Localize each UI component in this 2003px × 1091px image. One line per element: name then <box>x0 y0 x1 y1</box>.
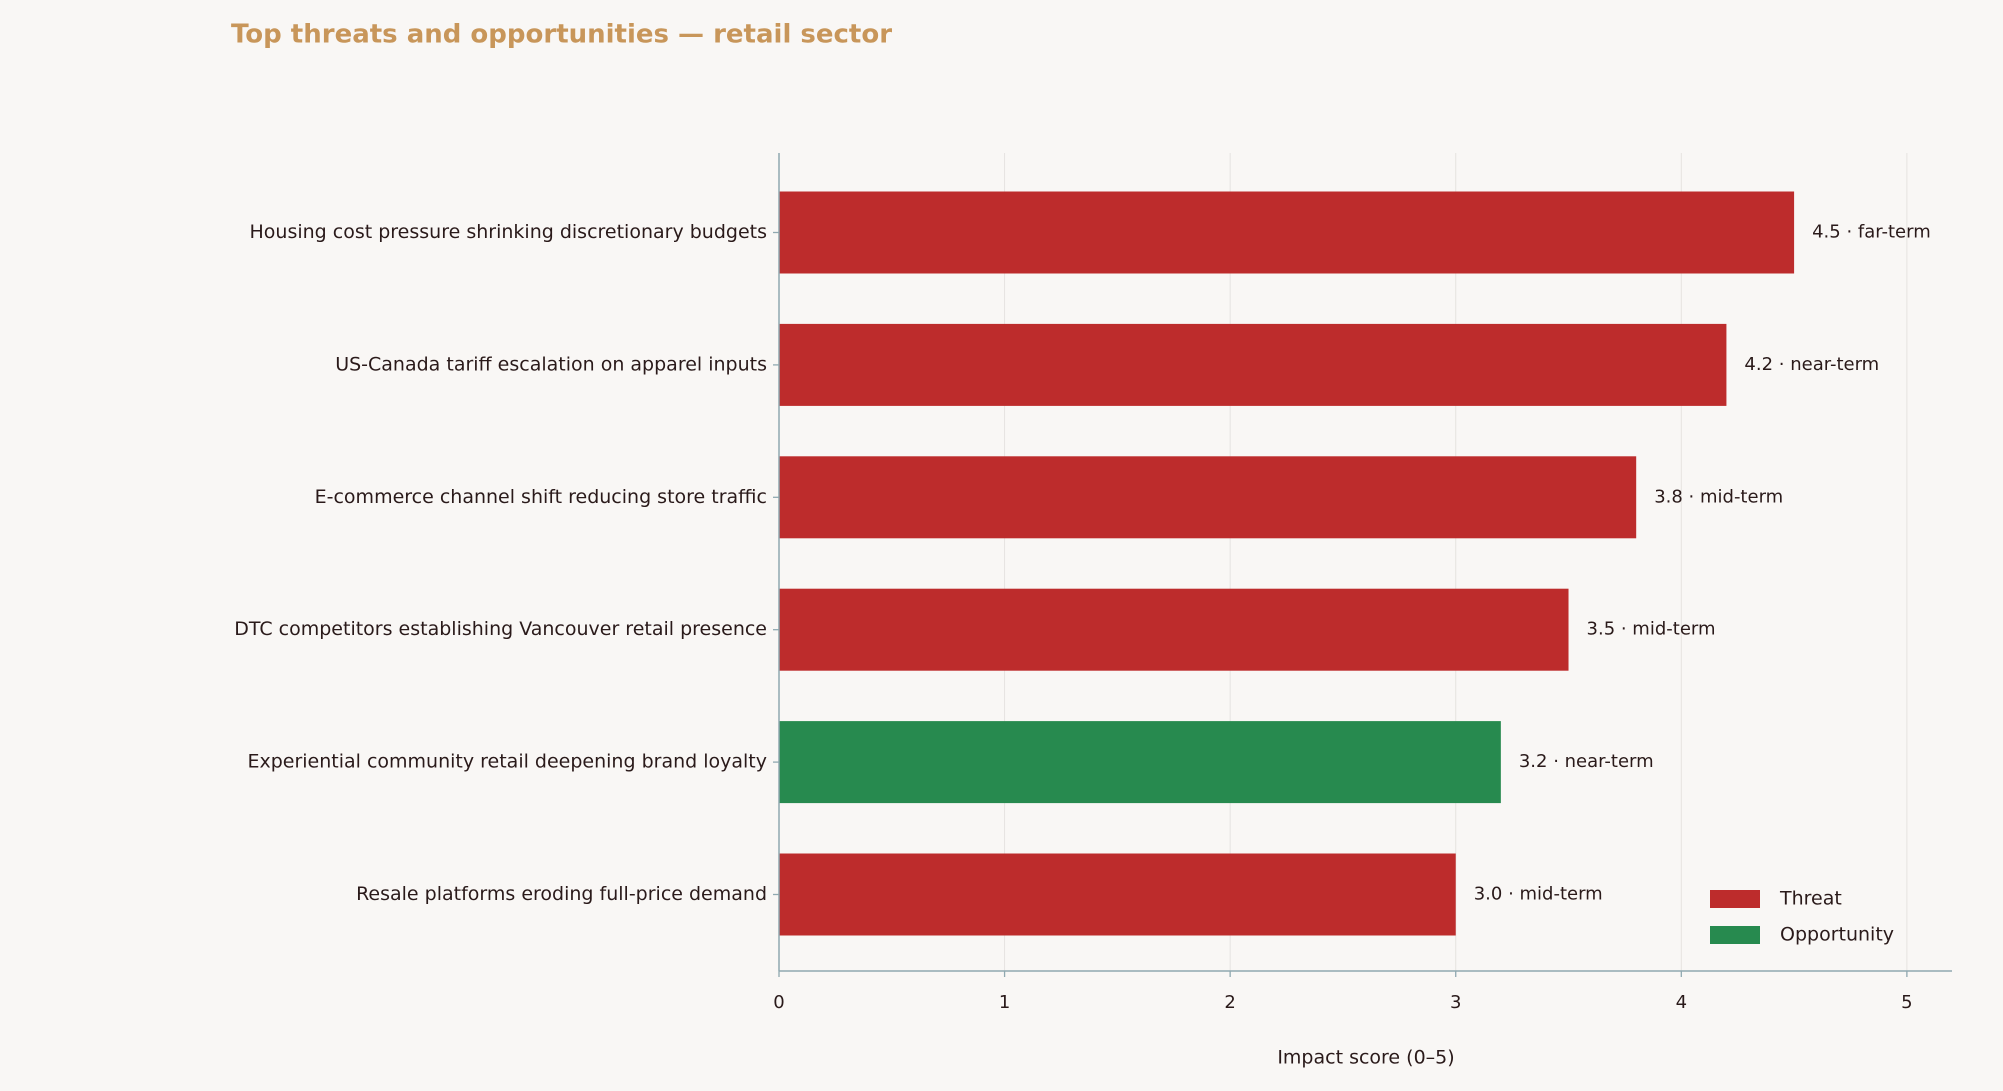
y-tick-label: US-Canada tariff escalation on apparel i… <box>335 353 767 375</box>
x-tick-label: 2 <box>1224 992 1235 1013</box>
chart-title: Top threats and opportunities — retail s… <box>231 20 892 50</box>
value-label: 3.0 · mid-term <box>1474 884 1603 905</box>
x-tick-label: 3 <box>1450 992 1461 1013</box>
bar <box>779 853 1456 936</box>
value-label: 3.8 · mid-term <box>1654 486 1783 507</box>
bar <box>779 721 1501 804</box>
legend-label: Threat <box>1779 888 1842 910</box>
y-tick-label: Resale platforms eroding full-price dema… <box>356 883 767 905</box>
x-tick-label: 5 <box>1901 992 1912 1013</box>
x-tick-label: 1 <box>999 992 1010 1013</box>
legend-swatch <box>1710 890 1760 908</box>
y-tick-label: E-commerce channel shift reducing store … <box>315 486 767 508</box>
x-axis-label: Impact score (0–5) <box>1277 1047 1454 1069</box>
x-tick-label: 0 <box>773 992 784 1013</box>
y-tick-label: Experiential community retail deepening … <box>247 751 767 773</box>
value-label: 4.5 · far-term <box>1812 222 1931 243</box>
bar <box>779 323 1727 406</box>
y-tick-label: Housing cost pressure shrinking discreti… <box>250 221 768 243</box>
value-label: 3.5 · mid-term <box>1587 619 1716 640</box>
y-tick-label: DTC competitors establishing Vancouver r… <box>234 618 767 640</box>
value-label: 3.2 · near-term <box>1519 751 1654 772</box>
x-tick-label: 4 <box>1676 992 1687 1013</box>
value-label: 4.2 · near-term <box>1744 354 1879 375</box>
bar <box>779 456 1637 539</box>
legend-swatch <box>1710 926 1760 944</box>
bar <box>779 588 1569 671</box>
bar <box>779 191 1795 274</box>
legend-label: Opportunity <box>1780 924 1894 946</box>
